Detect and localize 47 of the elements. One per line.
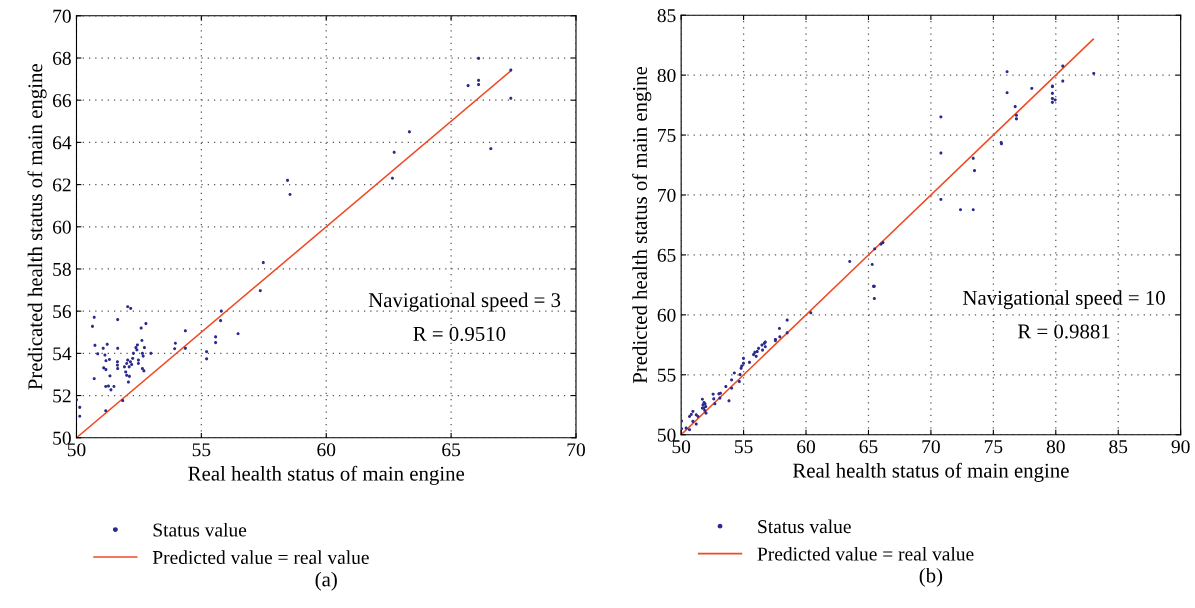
y-tick-label: 55	[657, 368, 676, 382]
x-tick-label: 50	[672, 440, 691, 454]
annotation: Navigational speed = 10	[963, 290, 1165, 310]
x-tick-label: 50	[67, 443, 86, 457]
y-tick-label: 65	[657, 248, 676, 262]
y-axis-title: Predicated health status of main engine	[27, 64, 47, 390]
y-tick-label: 80	[657, 68, 676, 83]
x-tick-label: 70	[922, 440, 940, 454]
annotation: R = 0.9881	[1017, 324, 1110, 339]
legend-label: Status value	[758, 519, 851, 534]
x-axis-title: Real health status of main engine	[792, 462, 1069, 482]
y-tick-label: 56	[53, 305, 72, 319]
legend-label: Predicted value = real value	[152, 550, 369, 565]
y-tick-label: 52	[53, 389, 71, 403]
annotation: Navigational speed = 3	[368, 292, 561, 312]
x-tick-label: 65	[859, 440, 878, 454]
x-tick-label: 90	[1171, 440, 1190, 454]
y-tick-label: 75	[658, 129, 676, 142]
annotation: R = 0.9510	[413, 326, 506, 342]
x-tick-label: 60	[797, 440, 816, 454]
y-axis-title: Predicted health status of main engine	[632, 66, 652, 384]
legend-label: Predicted value = real value	[757, 546, 974, 561]
y-tick-label: 60	[657, 308, 676, 322]
y-tick-label: 70	[53, 9, 71, 23]
x-tick-label: 75	[984, 440, 1003, 454]
y-tick-label: 62	[53, 178, 71, 192]
y-tick-label: 70	[658, 188, 676, 202]
x-tick-label: 55	[192, 443, 211, 457]
y-tick-label: 85	[657, 9, 676, 23]
y-tick-label: 50	[53, 431, 71, 445]
y-tick-label: 66	[53, 94, 72, 108]
x-axis-title: Real health status of main engine	[188, 465, 465, 485]
y-tick-label: 54	[53, 347, 72, 361]
y-tick-label: 50	[657, 428, 676, 442]
x-tick-label: 60	[317, 443, 336, 457]
x-tick-label: 80	[1046, 440, 1065, 454]
x-tick-label: 85	[1109, 440, 1128, 454]
text: (b)	[919, 567, 943, 587]
x-tick-label: 55	[735, 440, 753, 454]
y-tick-label: 58	[53, 262, 71, 276]
x-tick-label: 70	[567, 443, 585, 457]
x-tick-label: 65	[442, 443, 461, 457]
y-tick-label: 60	[53, 220, 71, 234]
legend-label: Status value	[153, 522, 247, 537]
y-tick-label: 64	[53, 136, 72, 150]
text: (a)	[315, 571, 337, 591]
y-tick-label: 68	[53, 51, 71, 65]
